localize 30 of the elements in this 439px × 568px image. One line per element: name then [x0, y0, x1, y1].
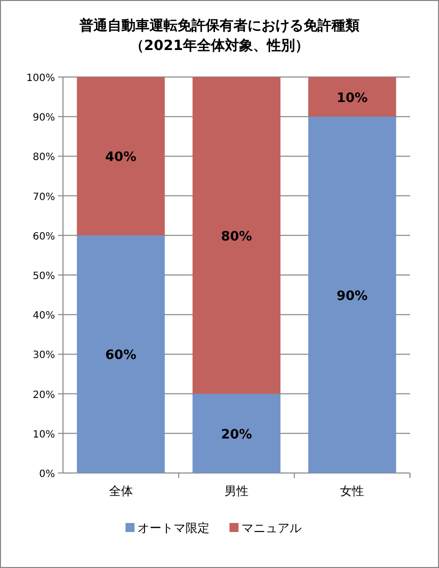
x-tick-label: 女性 [340, 484, 364, 498]
y-tick-label: 60% [32, 231, 55, 242]
x-tick-label: 男性 [224, 484, 248, 498]
bar [192, 394, 280, 473]
y-tick-label: 70% [32, 192, 55, 203]
chart-subtitle: （2021年全体対象、性別） [130, 37, 309, 54]
data-label: 40% [105, 150, 136, 166]
data-label: 60% [105, 348, 136, 364]
y-tick-label: 40% [32, 310, 55, 322]
legend-label: マニュアル [242, 521, 302, 535]
y-tick-label: 10% [32, 429, 55, 440]
x-tick-label: 全体 [108, 484, 133, 498]
data-label: 80% [220, 229, 252, 244]
y-tick-label: 30% [32, 350, 55, 362]
bar [76, 77, 165, 236]
y-tick-label: 20% [32, 390, 55, 401]
y-tick-label: 0% [39, 469, 55, 480]
bar [192, 77, 280, 394]
y-tick-label: 90% [32, 112, 55, 124]
y-tick-label: 80% [32, 152, 55, 164]
bar [308, 116, 396, 473]
data-label: 10% [336, 90, 368, 106]
legend-label: オートマ限定 [138, 521, 210, 535]
bar [308, 77, 396, 117]
y-tick-label: 100% [26, 73, 55, 84]
data-label: 90% [336, 288, 368, 304]
y-tick-label: 50% [32, 271, 55, 282]
data-label: 20% [220, 427, 252, 442]
chart-title: 普通自動車運転免許保有者における免許種類 [78, 17, 360, 34]
bar [76, 235, 165, 473]
